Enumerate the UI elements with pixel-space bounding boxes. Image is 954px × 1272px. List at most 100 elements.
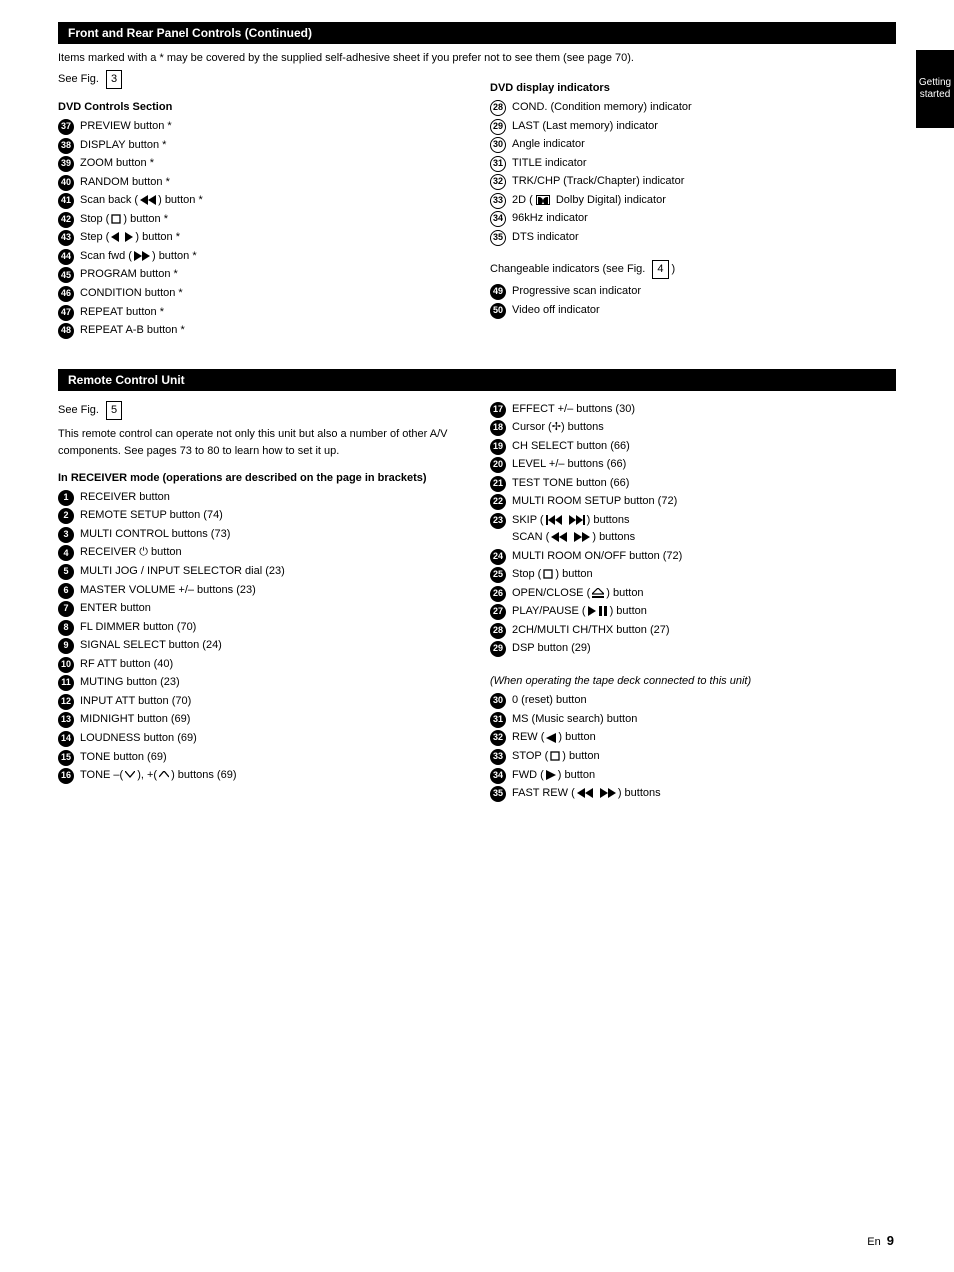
list-item-text: ENTER button — [80, 600, 464, 617]
list-item-text: FL DIMMER button (70) — [80, 619, 464, 636]
list-item-text: Scan fwd () button * — [80, 248, 464, 265]
list-item: 10RF ATT button (40) — [58, 656, 464, 673]
marker-45: 45 — [58, 267, 74, 283]
remote-section-title: Remote Control Unit — [68, 373, 185, 387]
marker-9: 9 — [58, 638, 74, 654]
list-item-text: PROGRAM button * — [80, 266, 464, 283]
dvd-display-header: DVD display indicators — [490, 80, 896, 97]
power-icon: ⏻ — [139, 546, 148, 558]
stop-square-icon — [541, 568, 555, 580]
list-item: 19CH SELECT button (66) — [490, 438, 896, 455]
list-item: 300 (reset) button — [490, 692, 896, 709]
marker-33: 33 — [490, 749, 506, 765]
stop-square-icon — [109, 213, 123, 225]
list-item-text: 2CH/MULTI CH/THX button (27) — [512, 622, 896, 639]
scan-fwd-icon — [132, 250, 152, 262]
list-item-text: PLAY/PAUSE () button — [512, 603, 896, 620]
marker-28: 28 — [490, 100, 506, 116]
scan-fwd2-icon — [572, 531, 592, 543]
marker-48: 48 — [58, 323, 74, 339]
marker-25: 25 — [490, 567, 506, 583]
page-number: En9 — [867, 1233, 894, 1248]
list-item-text: OPEN/CLOSE () button — [512, 585, 896, 602]
list-item-text: TRK/CHP (Track/Chapter) indicator — [512, 173, 896, 190]
dolby-icon — [533, 194, 553, 206]
list-item: 1RECEIVER button — [58, 489, 464, 506]
list-item-text: STOP () button — [512, 748, 896, 765]
skip-fwd-icon — [567, 514, 587, 526]
list-item-text: TITLE indicator — [512, 155, 896, 172]
marker-23: 23 — [490, 513, 506, 529]
list-item: 21 TEST TONE button (66) — [490, 475, 896, 492]
list-item: 33 STOP () button — [490, 748, 896, 765]
list-item: 44 Scan fwd () button * — [58, 248, 464, 265]
list-item-text: MUTING button (23) — [80, 674, 464, 691]
cursor-icon: ✢ — [552, 421, 561, 433]
marker-42: 42 — [58, 212, 74, 228]
list-item-text: COND. (Condition memory) indicator — [512, 99, 896, 116]
list-item-text: RF ATT button (40) — [80, 656, 464, 673]
list-item-text: INPUT ATT button (70) — [80, 693, 464, 710]
list-item-text: RECEIVER button — [80, 489, 464, 506]
marker-7: 7 — [58, 601, 74, 617]
list-item-text: LEVEL +/– buttons (66) — [512, 456, 896, 473]
marker-46: 46 — [58, 286, 74, 302]
marker-13: 13 — [58, 712, 74, 728]
marker-47: 47 — [58, 305, 74, 321]
list-item: 23SKIP ( ) buttonsSCAN ( ) buttons — [490, 512, 896, 546]
list-item-text: TEST TONE button (66) — [512, 475, 896, 492]
step-icon — [109, 231, 135, 243]
top-section-bar: Front and Rear Panel Controls (Continued… — [58, 22, 896, 44]
marker-31: 31 — [490, 156, 506, 172]
see-fig-4: Changeable indicators (see Fig. 4 ) — [490, 260, 896, 279]
marker-39: 39 — [58, 156, 74, 172]
list-item: 282CH/MULTI CH/THX button (27) — [490, 622, 896, 639]
marker-44: 44 — [58, 249, 74, 265]
up-icon — [157, 769, 171, 781]
list-item: 11MUTING button (23) — [58, 674, 464, 691]
side-tab-line2: started — [920, 89, 951, 101]
list-item: 3MULTI CONTROL buttons (73) — [58, 526, 464, 543]
list-item-text: FAST REW ( ) buttons — [512, 785, 896, 802]
marker-49: 49 — [490, 284, 506, 300]
list-item-text: Progressive scan indicator — [512, 283, 896, 300]
list-item: 27PLAY/PAUSE () button — [490, 603, 896, 620]
marker-33: 33 — [490, 193, 506, 209]
list-item: 332D ( Dolby Digital) indicator — [490, 192, 896, 209]
list-item: 35DTS indicator — [490, 229, 896, 246]
ffwd-icon — [598, 787, 618, 799]
list-item-text: DTS indicator — [512, 229, 896, 246]
list-item: 29LAST (Last memory) indicator — [490, 118, 896, 135]
marker-21: 21 — [490, 476, 506, 492]
marker-31: 31 — [490, 712, 506, 728]
list-item: 29DSP button (29) — [490, 640, 896, 657]
rew-icon — [544, 731, 558, 743]
list-item-text: MASTER VOLUME +/– buttons (23) — [80, 582, 464, 599]
marker-40: 40 — [58, 175, 74, 191]
marker-30: 30 — [490, 693, 506, 709]
list-item-text: REMOTE SETUP button (74) — [80, 507, 464, 524]
marker-30: 30 — [490, 137, 506, 153]
tape-deck-subheader: (When operating the tape deck connected … — [490, 673, 896, 690]
list-item: 13MIDNIGHT button (69) — [58, 711, 464, 728]
list-item: 2REMOTE SETUP button (74) — [58, 507, 464, 524]
marker-35: 35 — [490, 786, 506, 802]
marker-6: 6 — [58, 583, 74, 599]
marker-29: 29 — [490, 641, 506, 657]
list-item-text: Step () button * — [80, 229, 464, 246]
list-item: 15TONE button (69) — [58, 749, 464, 766]
list-item: 31MS (Music search) button — [490, 711, 896, 728]
down-icon — [123, 769, 137, 781]
marker-15: 15 — [58, 750, 74, 766]
list-item-text: FWD () button — [512, 767, 896, 784]
list-item: 34FWD () button — [490, 767, 896, 784]
marker-12: 12 — [58, 694, 74, 710]
marker-17: 17 — [490, 402, 506, 418]
list-item: 35 FAST REW ( ) buttons — [490, 785, 896, 802]
list-item: 47REPEAT button * — [58, 304, 464, 321]
list-item: 20LEVEL +/– buttons (66) — [490, 456, 896, 473]
list-item: 17EFFECT +/– buttons (30) — [490, 401, 896, 418]
list-item: 14LOUDNESS button (69) — [58, 730, 464, 747]
list-item-text: RECEIVER ⏻ button — [80, 544, 464, 561]
marker-34: 34 — [490, 211, 506, 227]
